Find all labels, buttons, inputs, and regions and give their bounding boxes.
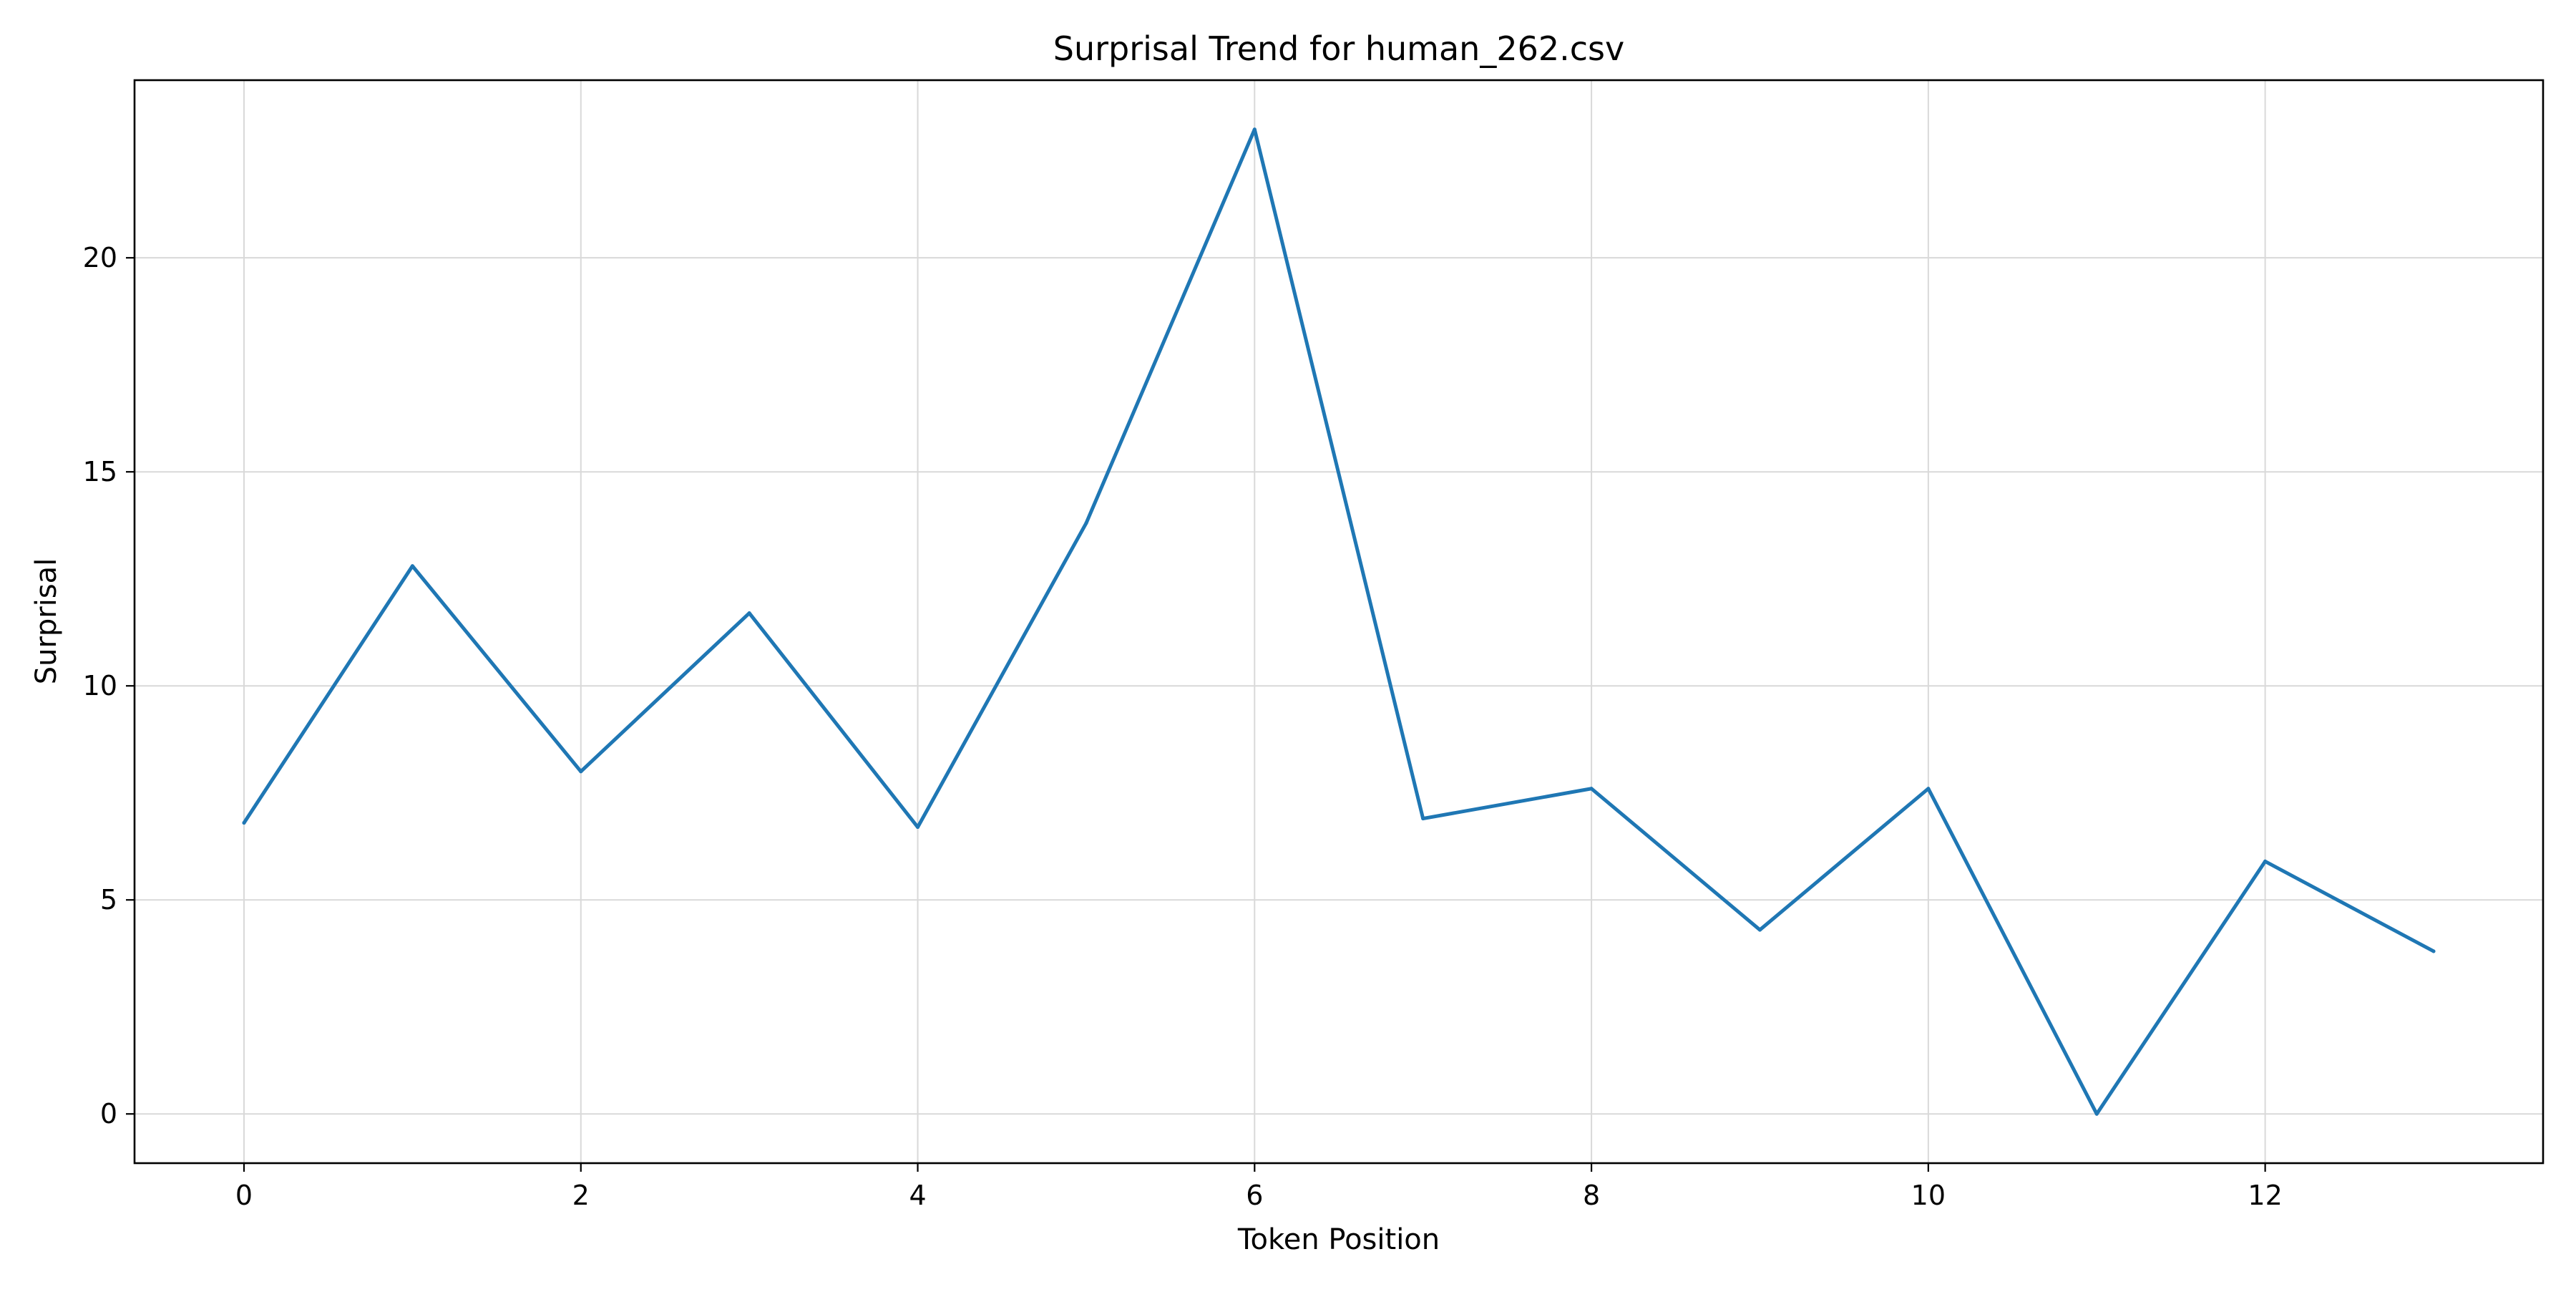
series-layer [242,127,2436,1116]
axis-ticks: 0 2 4 6 8 10 12 0 5 10 15 20 [83,242,2283,1211]
data-point [747,611,751,616]
data-point [579,769,583,774]
data-point [2263,859,2268,863]
y-tick-label: 10 [83,670,117,701]
data-point [1757,928,1762,932]
data-point [1084,521,1088,525]
x-tick-label: 10 [1911,1180,1946,1211]
x-tick-label: 4 [909,1180,926,1211]
x-tick-label: 8 [1583,1180,1600,1211]
x-tick-label: 6 [1246,1180,1263,1211]
y-tick-label: 5 [100,884,117,915]
data-point [242,821,246,825]
x-tick-label: 12 [2248,1180,2282,1211]
x-tick-label: 2 [572,1180,590,1211]
data-point [916,825,920,830]
y-tick-label: 15 [83,456,117,487]
chart-title: Surprisal Trend for human_262.csv [1053,29,1624,68]
data-point [2431,949,2436,953]
data-point [1252,127,1257,132]
data-point [1926,787,1931,791]
x-axis-label: Token Position [1237,1223,1440,1256]
x-tick-label: 0 [235,1180,253,1211]
data-point [2094,1112,2099,1116]
data-point [1589,787,1594,791]
data-point [410,564,414,568]
data-point [1421,817,1425,821]
y-axis-label: Surprisal [30,558,63,685]
y-tick-label: 20 [83,242,117,273]
plot-frame [133,79,2545,1165]
grid [135,80,2543,1163]
y-tick-label: 0 [100,1098,117,1130]
series-line [242,127,2436,1116]
